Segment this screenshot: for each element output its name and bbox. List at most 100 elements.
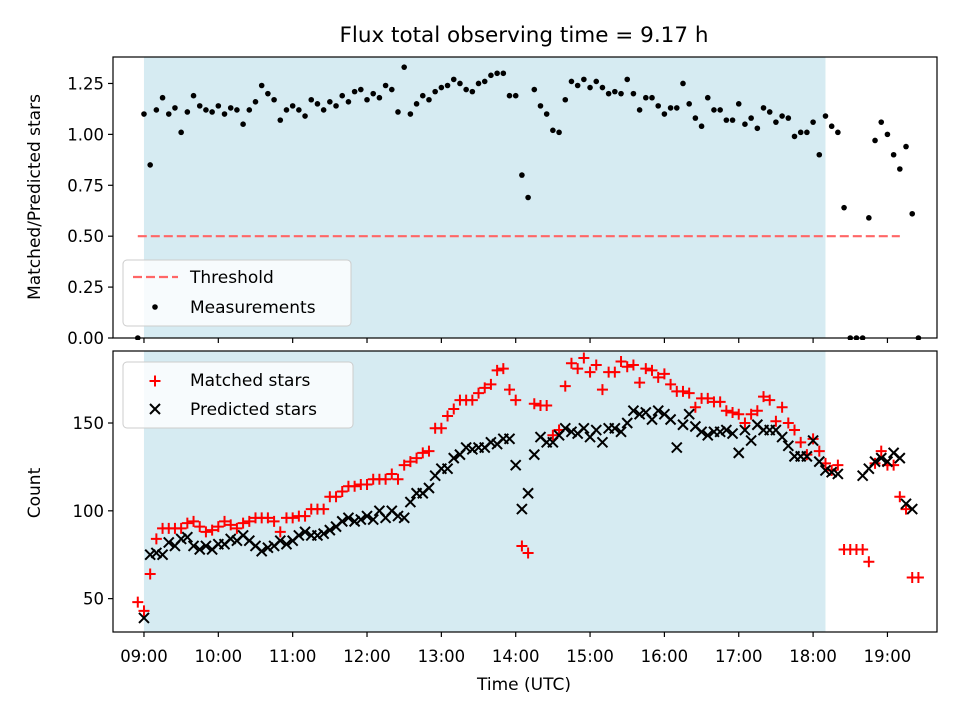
- measurement-point: [816, 151, 823, 158]
- predicted-star-marker: [138, 612, 150, 624]
- measurement-point: [835, 129, 841, 136]
- matched-star-marker: [448, 403, 460, 415]
- matched-star-marker: [572, 363, 584, 375]
- measurement-point: [618, 90, 624, 97]
- measurement-point: [172, 105, 178, 111]
- measurements-legend-swatch: [152, 304, 158, 310]
- top-axes-frame: [112, 56, 938, 339]
- predicted-star-marker: [163, 536, 175, 549]
- predicted-star-marker: [596, 436, 609, 449]
- top-y-tick-label: 1.00: [67, 125, 104, 144]
- matched-star-marker: [758, 391, 770, 403]
- measurement-point: [469, 88, 476, 95]
- measurement-point: [574, 82, 581, 89]
- predicted-star-marker: [671, 441, 683, 454]
- measurement-point: [556, 129, 562, 136]
- matched-star-marker: [565, 357, 577, 369]
- matched-star-marker: [274, 526, 286, 538]
- measurement-point: [897, 166, 903, 172]
- matched-star-marker: [541, 399, 553, 411]
- measurement-point: [457, 80, 463, 87]
- measurement-point: [376, 94, 383, 101]
- predicted-star-marker: [745, 434, 757, 447]
- predicted-star-marker: [869, 455, 881, 468]
- predicted-star-marker: [361, 510, 373, 522]
- measurement-point: [804, 129, 810, 136]
- measurement-point: [667, 105, 674, 111]
- matched-star-marker: [745, 408, 757, 420]
- matched-star-marker: [739, 417, 751, 429]
- matched-legend-label: Matched stars: [190, 371, 310, 391]
- matched-star-marker: [727, 406, 739, 418]
- matched-star-marker: [194, 521, 206, 533]
- measurement-point: [209, 109, 215, 115]
- matched-star-marker: [417, 447, 429, 459]
- measurement-point: [779, 113, 785, 119]
- predicted-star-marker: [255, 545, 268, 557]
- measurement-point: [766, 109, 773, 115]
- matched-star-marker: [398, 459, 410, 471]
- predicted-star-marker: [739, 424, 751, 436]
- predicted-star-marker: [317, 527, 330, 540]
- measurement-point: [302, 113, 308, 119]
- measurement-point: [698, 123, 705, 130]
- predicted-star-marker: [516, 503, 528, 515]
- measurement-point: [314, 101, 321, 107]
- measurement-point: [333, 103, 339, 109]
- predicted-star-marker: [776, 431, 788, 443]
- predicted-star-marker: [609, 422, 621, 434]
- measurement-point: [426, 96, 432, 103]
- matched-star-marker: [782, 417, 794, 429]
- matched-star-marker: [200, 526, 212, 538]
- predicted-star-marker: [832, 468, 844, 480]
- measurement-point: [234, 107, 240, 113]
- measurement-point: [190, 92, 197, 99]
- measurement-point: [463, 86, 469, 93]
- measurement-point: [568, 78, 575, 85]
- predicted-star-marker: [813, 455, 825, 468]
- measurement-point: [265, 90, 271, 97]
- measurement-point: [178, 129, 184, 136]
- measurement-point: [649, 94, 655, 101]
- predicted-star-marker: [280, 538, 293, 550]
- matched-star-marker: [646, 364, 658, 376]
- matched-star-marker: [361, 478, 373, 490]
- matched-star-marker: [640, 363, 652, 375]
- predicted-star-marker: [441, 462, 454, 475]
- matched-star-marker: [609, 366, 621, 378]
- predicted-star-marker: [664, 413, 677, 426]
- measurement-point: [742, 121, 748, 127]
- matched-star-marker: [212, 521, 224, 533]
- measurement-point: [165, 111, 172, 117]
- measurement-point: [320, 107, 327, 113]
- measurement-point: [643, 94, 649, 101]
- measurement-point: [147, 162, 153, 168]
- matched-star-marker: [299, 510, 311, 522]
- predicted-star-marker: [200, 540, 212, 552]
- measurement-point: [432, 88, 438, 95]
- x-tick-label: 16:00: [641, 647, 689, 666]
- predicted-star-marker: [733, 447, 745, 459]
- matched-star-marker: [912, 572, 924, 584]
- predicted-star-marker: [293, 529, 305, 542]
- matched-star-marker: [789, 424, 801, 436]
- matched-star-marker: [132, 596, 144, 608]
- measurement-point: [550, 127, 556, 134]
- measurement-point: [438, 84, 445, 91]
- predicted-star-marker: [702, 429, 714, 442]
- matched-star-marker: [380, 473, 392, 485]
- measurement-point: [531, 86, 538, 93]
- measurement-point: [810, 119, 816, 125]
- measurement-point: [481, 78, 488, 85]
- measurement-point: [581, 76, 587, 83]
- measurement-point: [512, 92, 519, 99]
- measurement-point: [444, 82, 451, 89]
- measurement-point: [605, 90, 612, 97]
- matched-star-marker: [479, 382, 491, 394]
- matched-star-marker: [181, 517, 193, 529]
- matched-star-marker: [832, 459, 844, 471]
- bottom-legend-box: [122, 361, 354, 429]
- predicted-stars-series: [138, 405, 918, 624]
- matched-star-marker: [751, 405, 763, 417]
